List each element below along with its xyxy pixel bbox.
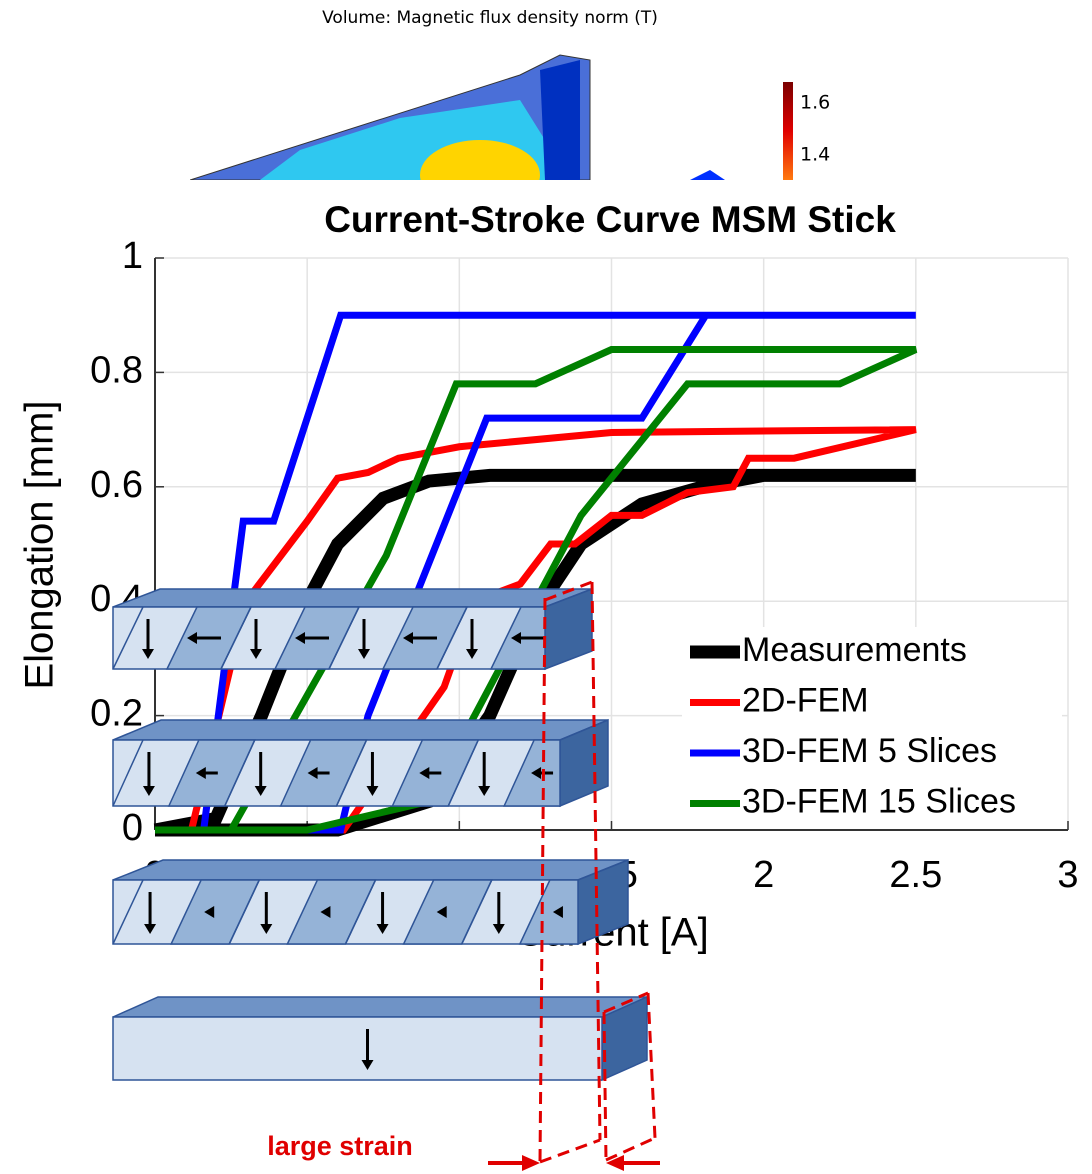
diagram-overlay	[112, 587, 648, 1082]
field-edge	[540, 60, 580, 180]
arrow-head	[376, 924, 389, 934]
y-tick-label: 0.2	[90, 693, 143, 735]
prism-top	[112, 996, 648, 1018]
arrow-head	[295, 632, 305, 644]
field-fragment	[690, 170, 725, 180]
prism-stripe	[518, 879, 579, 945]
arrow-head	[419, 767, 430, 779]
strain-arrow-head	[606, 1155, 624, 1171]
strain-annotation: large strain	[267, 580, 660, 1171]
arrow-head	[187, 632, 197, 644]
strain-guide	[590, 581, 602, 1141]
y-axis-label: Elongation [mm]	[18, 400, 62, 689]
legend-label: 3D-FEM 15 Slices	[742, 782, 1016, 820]
arrow-head	[307, 767, 318, 779]
x-tick-label: 2.5	[889, 854, 942, 896]
y-tick-label: 0	[122, 807, 143, 849]
prism-boundary	[344, 879, 377, 945]
arrow-head	[142, 649, 154, 659]
prism-top	[112, 588, 593, 608]
arrow-head	[403, 632, 413, 644]
arrow-head	[366, 786, 379, 796]
arrow-head	[250, 649, 262, 659]
chart-title: Current-Stroke Curve MSM Stick	[324, 199, 896, 240]
arrow-head	[260, 924, 273, 934]
prism-boundary	[228, 879, 260, 945]
prism	[112, 858, 629, 946]
annotation: large strain	[267, 1131, 413, 1161]
arrow-head	[320, 906, 331, 918]
y-tick-label: 0.6	[90, 464, 143, 506]
prism	[112, 718, 609, 808]
prism-boundary	[224, 739, 256, 807]
arrow-head	[552, 906, 563, 918]
y-tick-label: 1	[122, 235, 143, 277]
inset-title: Volume: Magnetic flux density norm (T)	[322, 8, 658, 28]
colorbar-label: 1.6	[800, 92, 830, 114]
prism	[112, 587, 593, 671]
arrow-head	[492, 924, 505, 934]
prism-boundary	[328, 606, 360, 670]
legend-box	[682, 627, 1062, 829]
prism-boundary	[447, 739, 479, 807]
strain-guide	[602, 1011, 608, 1161]
legend-label: Measurements	[742, 631, 967, 669]
prism-boundary	[461, 879, 493, 945]
legend-label: 3D-FEM 5 Slices	[742, 732, 997, 770]
arrow-head	[478, 786, 491, 796]
field-plot-inset: Volume: Magnetic flux density norm (T) 1…	[190, 8, 830, 180]
prism-boundary	[112, 739, 144, 807]
prism-boundary	[335, 739, 368, 807]
strain-guide	[646, 992, 657, 1139]
x-tick-label: 2	[753, 854, 774, 896]
y-tick-label: 0.8	[90, 349, 143, 391]
strain-arrow-head	[522, 1155, 540, 1171]
arrow-head	[204, 906, 215, 918]
prism-boundary	[112, 606, 144, 670]
arrow-head	[144, 924, 157, 934]
colorbar-label: 1.4	[800, 144, 830, 166]
legend: Measurements 2D-FEM 3D-FEM 5 Slices 3D-FEM …	[682, 627, 1062, 829]
arrow-head	[254, 786, 267, 796]
chart: Current-Stroke Curve MSM Stick Current […	[18, 199, 1079, 955]
prism-top	[112, 719, 609, 741]
arrow-head	[511, 632, 521, 644]
arrow-head	[466, 649, 478, 659]
prism-front	[112, 1016, 603, 1081]
arrow-head	[142, 786, 155, 796]
prism-top	[112, 859, 629, 881]
field-plot	[190, 54, 725, 180]
field-hotspot	[420, 140, 540, 180]
arrow-head	[361, 1060, 374, 1070]
prism-boundary	[436, 606, 468, 670]
prism-boundary	[220, 606, 252, 670]
arrow-head	[531, 767, 542, 779]
legend-label: 2D-FEM	[742, 681, 869, 719]
arrow-head	[358, 649, 370, 659]
x-tick-label: 3	[1057, 854, 1078, 896]
arrow-head	[436, 906, 447, 918]
colorbar	[783, 82, 793, 180]
prism	[112, 995, 648, 1082]
strain-guide	[539, 580, 656, 1164]
arrow-head	[195, 767, 206, 779]
prism-boundary	[112, 879, 144, 945]
